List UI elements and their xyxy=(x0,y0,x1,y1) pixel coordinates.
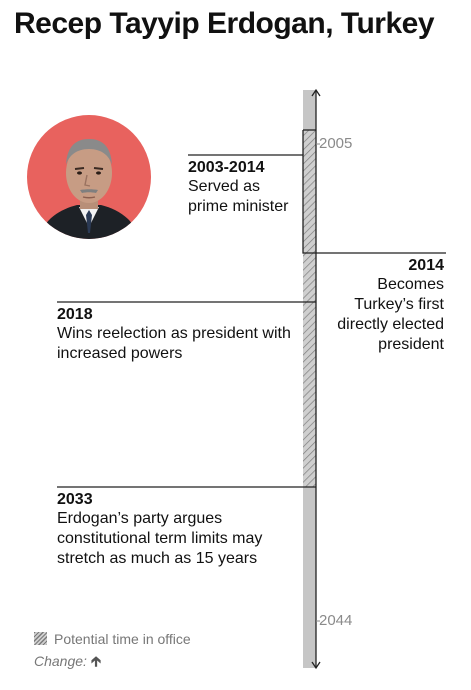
portrait-illustration-icon xyxy=(27,115,151,239)
event-text: Served as prime minister xyxy=(188,178,289,215)
legend: Potential time in office Change: 🡱 xyxy=(34,629,191,673)
pm-term-bracket xyxy=(188,154,316,254)
legend-hatch-label: Potential time in office xyxy=(54,630,191,647)
up-arrow-icon: 🡱 xyxy=(90,652,101,669)
legend-change-label: Change: xyxy=(34,652,87,669)
page-title: Recep Tayyip Erdogan, Turkey xyxy=(14,7,435,40)
erdogan-portrait xyxy=(27,115,151,239)
legend-hatch-row: Potential time in office xyxy=(34,629,191,648)
event-2014: 2014 Becomes Turkey’s first directly ele… xyxy=(318,256,444,355)
event-text: Becomes Turkey’s first directly elected … xyxy=(337,276,444,353)
potential-time-hatch xyxy=(303,130,316,487)
legend-change-row: Change: 🡱 xyxy=(34,651,191,670)
event-text: Wins reelection as president with increa… xyxy=(57,325,291,362)
axis-label-start: 2005 xyxy=(319,135,353,152)
hatch-swatch-icon xyxy=(34,632,47,645)
event-year: 2033 xyxy=(57,491,93,508)
event-2018: 2018 Wins reelection as president with i… xyxy=(57,305,293,364)
event-2003-2014: 2003-2014 Served as prime minister xyxy=(188,158,298,217)
axis-label-end: 2044 xyxy=(319,612,353,629)
event-year: 2003-2014 xyxy=(188,159,265,176)
axis-bottom-arrow-icon xyxy=(311,661,321,670)
event-year: 2014 xyxy=(408,257,444,274)
event-text: Erdogan’s party argues constitutional te… xyxy=(57,510,263,567)
event-year: 2018 xyxy=(57,306,93,323)
event-2033: 2033 Erdogan’s party argues constitution… xyxy=(57,490,293,569)
axis-top-arrow-icon xyxy=(311,88,321,97)
